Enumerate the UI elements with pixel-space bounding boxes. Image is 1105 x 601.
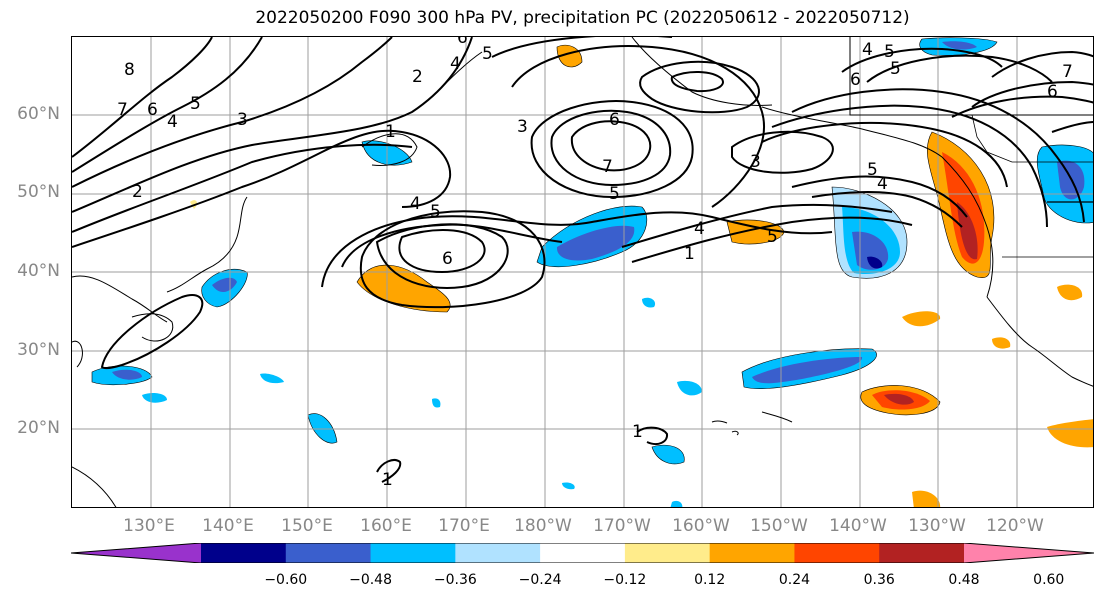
contour-label: 4 <box>862 40 873 60</box>
contour-label: 3 <box>750 152 761 172</box>
contour-label: 4 <box>694 219 705 239</box>
colorbar-swatch <box>709 543 795 563</box>
lon-label-130e: 130°E <box>123 516 175 536</box>
contour-label: 5 <box>190 94 201 114</box>
contour-label: 6 <box>442 249 453 269</box>
contour-label: 2 <box>412 67 423 87</box>
contour-label: 1 <box>382 470 393 490</box>
lon-label-130w: 130°W <box>908 516 966 536</box>
colorbar-tick-label: −0.12 <box>603 572 647 588</box>
lon-label-180w: 180°W <box>514 516 572 536</box>
lon-label-140e: 140°E <box>202 516 254 536</box>
contour-label: 6 <box>1047 82 1058 102</box>
contour-label: 4 <box>410 194 421 214</box>
contour-labels: 8 7 6 5 4 3 2 1 4 5 6 3 2 6 7 5 4 5 6 4 … <box>117 37 1073 490</box>
lat-label-40n: 40°N <box>17 261 60 281</box>
lon-label-160e: 160°E <box>360 516 412 536</box>
lon-label-140w: 140°W <box>829 516 887 536</box>
contour-label: 5 <box>482 44 493 64</box>
lat-label-30n: 30°N <box>17 340 60 360</box>
lon-label-120w: 120°W <box>986 516 1044 536</box>
colorbar-swatches <box>70 542 1095 564</box>
contour-label: 6 <box>609 110 620 130</box>
colorbar-swatch <box>794 543 880 563</box>
colorbar-tick-label: 0.12 <box>694 572 726 588</box>
contour-label: 4 <box>450 54 461 74</box>
contour-label: 4 <box>167 112 178 132</box>
contour-label: 6 <box>850 70 861 90</box>
lon-label-170e: 170°E <box>438 516 490 536</box>
contour-label: 3 <box>517 117 528 137</box>
contour-label: 1 <box>385 122 396 142</box>
colorbar-swatch <box>201 543 287 563</box>
contour-label: 5 <box>890 59 901 79</box>
colorbar-extend-min <box>71 543 201 563</box>
colorbar-swatch <box>455 543 541 563</box>
lon-label-160w: 160°W <box>672 516 730 536</box>
pv-contours <box>72 37 1093 483</box>
contour-label: 7 <box>602 157 613 177</box>
colorbar-tick-label: −0.60 <box>264 572 308 588</box>
map-title: 2022050200 F090 300 hPa PV, precipitatio… <box>255 8 910 28</box>
contour-label: 5 <box>609 184 620 204</box>
precipitation-shading <box>91 37 1093 507</box>
contour-label: 5 <box>767 227 778 247</box>
contour-label: 6 <box>457 37 468 48</box>
contour-label: 4 <box>877 174 888 194</box>
contour-label: 7 <box>1062 62 1073 82</box>
contour-label: 5 <box>867 160 878 180</box>
colorbar-tick-label: 0.24 <box>778 572 811 588</box>
colorbar-tick-label: −0.48 <box>349 572 392 588</box>
contour-label: 3 <box>237 110 248 130</box>
contour-label: 6 <box>147 100 158 120</box>
contour-label: 8 <box>124 60 135 80</box>
colorbar-swatch <box>879 543 965 563</box>
contour-label: 5 <box>884 42 895 62</box>
contour-label: 1 <box>684 244 695 264</box>
contour-label: 2 <box>132 182 143 202</box>
graticule <box>72 37 1093 507</box>
colorbar-tick-label: 0.36 <box>863 572 895 588</box>
lat-label-50n: 50°N <box>17 182 60 202</box>
colorbar-swatch <box>540 543 626 563</box>
colorbar-tick-label: 0.60 <box>1033 572 1065 588</box>
lat-label-60n: 60°N <box>17 104 60 124</box>
lat-label-20n: 20°N <box>17 418 60 438</box>
contour-label: 1 <box>632 422 643 442</box>
colorbar-tick-label: 0.48 <box>948 572 980 588</box>
lon-label-150w: 150°W <box>750 516 808 536</box>
colorbar-swatch <box>624 543 711 563</box>
map-panel: 8 7 6 5 4 3 2 1 4 5 6 3 2 6 7 5 4 5 6 4 … <box>71 36 1094 508</box>
contour-label: 5 <box>430 202 441 222</box>
map-canvas: 8 7 6 5 4 3 2 1 4 5 6 3 2 6 7 5 4 5 6 4 … <box>72 37 1093 507</box>
colorbar-swatch <box>370 543 456 563</box>
colorbar-swatch <box>285 543 372 563</box>
colorbar-extend-max <box>964 543 1094 563</box>
colorbar-tick-label: −0.36 <box>433 572 477 588</box>
colorbar <box>70 542 1095 564</box>
lon-label-150e: 150°E <box>281 516 333 536</box>
lon-label-170w: 170°W <box>593 516 651 536</box>
coastlines <box>72 37 1093 507</box>
colorbar-tick-label: −0.24 <box>518 572 562 588</box>
contour-label: 7 <box>117 100 128 120</box>
